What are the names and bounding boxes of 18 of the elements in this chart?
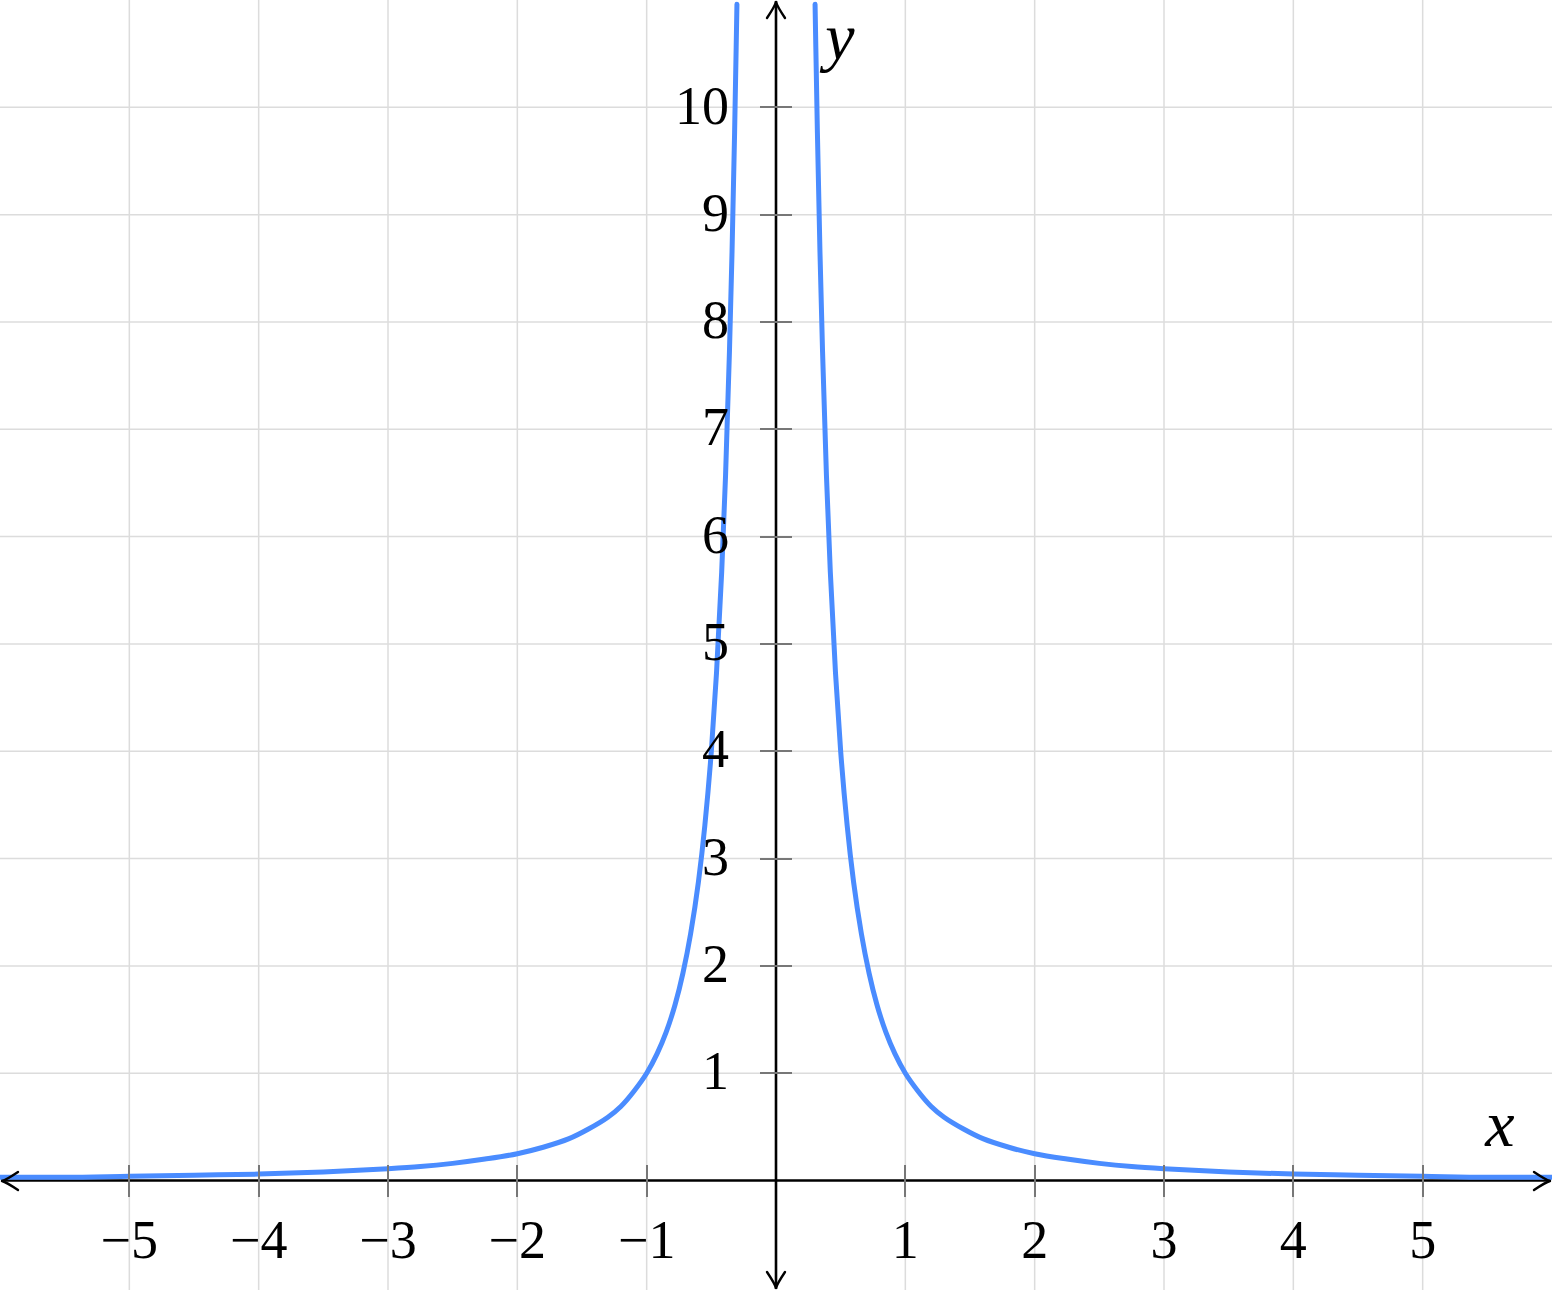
x-tick-label: −4 (229, 1209, 288, 1270)
x-tick-label: −3 (359, 1209, 417, 1270)
x-tick-label: 3 (1150, 1209, 1178, 1270)
x-tick-label: −2 (488, 1209, 547, 1270)
x-tick-label: 2 (1021, 1209, 1049, 1270)
x-axis-title: x (1484, 1086, 1515, 1160)
y-tick-label: 9 (702, 182, 729, 243)
y-tick-label: 3 (702, 826, 729, 887)
x-tick-label: 5 (1409, 1209, 1437, 1270)
y-axis-title: y (819, 0, 856, 74)
y-tick-label: 1 (702, 1041, 729, 1102)
x-tick-label: −5 (100, 1209, 159, 1270)
y-tick-label: 8 (702, 290, 729, 351)
x-tick-label: 4 (1279, 1209, 1307, 1270)
x-tick-label: 1 (891, 1209, 919, 1270)
y-tick-label: 2 (702, 934, 729, 995)
y-tick-label: 10 (675, 75, 729, 136)
x-tick-label: −1 (617, 1209, 676, 1270)
